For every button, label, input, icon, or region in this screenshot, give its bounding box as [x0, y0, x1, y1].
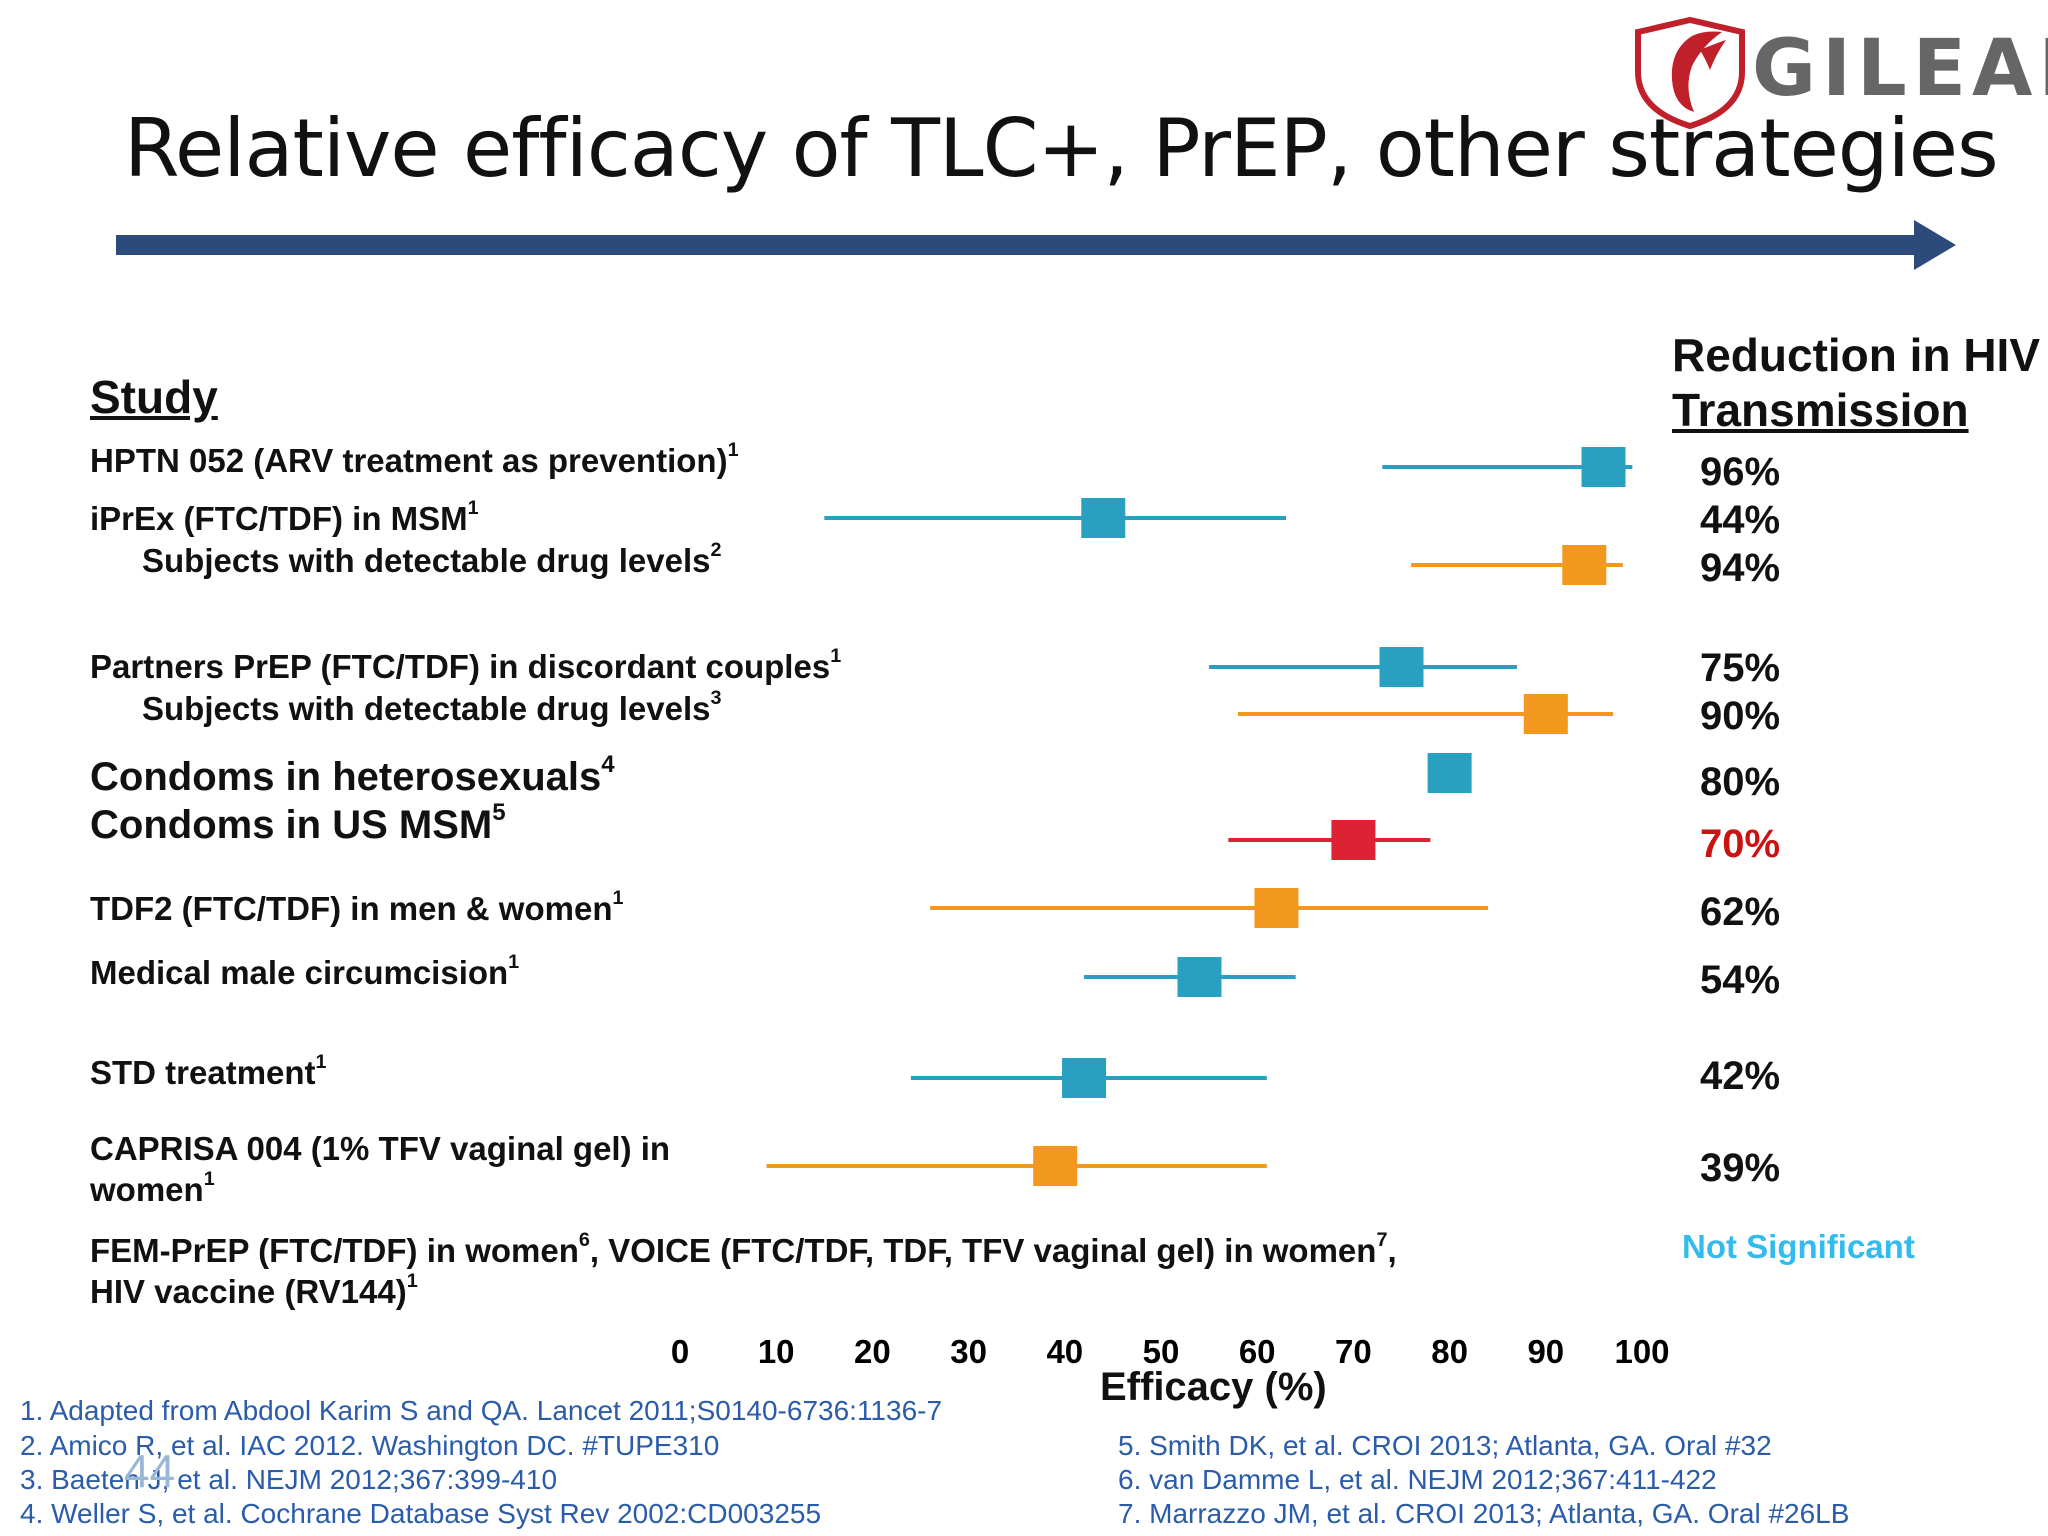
- point-estimate-marker: [1254, 888, 1299, 928]
- reduction-value: 62%: [1700, 890, 1781, 934]
- x-tick-label: 60: [1239, 1333, 1276, 1370]
- reduction-value: 90%: [1700, 694, 1781, 738]
- study-label: CAPRISA 004 (1% TFV vaginal gel) in women…: [90, 1130, 671, 1209]
- reduction-header-line1: Reduction in HIV: [1672, 329, 2040, 381]
- point-estimate-marker: [1379, 647, 1424, 687]
- point-estimate-marker: [1033, 1146, 1078, 1186]
- not-significant-label: Not Significant: [1682, 1228, 1915, 1265]
- x-tick-label: 0: [671, 1333, 689, 1370]
- reference-item: 6. van Damme L, et al. NEJM 2012;367:411…: [1118, 1464, 1717, 1495]
- point-estimate-marker: [1427, 753, 1472, 793]
- slide-number: 44: [124, 1445, 176, 1497]
- x-tick-label: 70: [1335, 1333, 1372, 1370]
- x-tick-label: 80: [1431, 1333, 1468, 1370]
- point-estimate-marker: [1562, 545, 1607, 585]
- point-estimate-marker: [1523, 694, 1568, 734]
- study-label: Medical male circumcision1: [90, 951, 520, 991]
- study-label: HPTN 052 (ARV treatment as prevention)1: [90, 439, 739, 479]
- study-label: Subjects with detectable drug levels2: [142, 539, 722, 579]
- x-axis-label: Efficacy (%): [1100, 1365, 1327, 1409]
- point-estimate-marker: [1581, 447, 1626, 487]
- not-significant-studies: FEM-PrEP (FTC/TDF) in women6, VOICE (FTC…: [90, 1229, 1397, 1311]
- reduction-value: 44%: [1700, 498, 1781, 542]
- reference-item: 4. Weller S, et al. Cochrane Database Sy…: [20, 1498, 822, 1529]
- study-label: Partners PrEP (FTC/TDF) in discordant co…: [90, 645, 842, 685]
- point-estimate-marker: [1062, 1058, 1107, 1098]
- study-label: Subjects with detectable drug levels3: [142, 687, 722, 727]
- reduction-value: 39%: [1700, 1146, 1781, 1190]
- header-arrow: [116, 220, 1956, 270]
- reduction-value: 75%: [1700, 646, 1781, 690]
- reduction-header-line2: Transmission: [1672, 384, 1969, 436]
- reduction-value: 96%: [1700, 450, 1781, 494]
- point-estimate-marker: [1177, 957, 1222, 997]
- point-estimate-marker: [1081, 498, 1126, 538]
- study-column-header: Study: [90, 371, 218, 423]
- reduction-value-highlight: 70%: [1700, 822, 1781, 866]
- reference-item: 1. Adapted from Abdool Karim S and QA. L…: [20, 1395, 943, 1426]
- reduction-value: 54%: [1700, 958, 1781, 1002]
- x-tick-label: 20: [854, 1333, 891, 1370]
- study-label: TDF2 (FTC/TDF) in men & women1: [90, 887, 624, 927]
- study-label: Condoms in US MSM5: [90, 799, 506, 847]
- x-tick-label: 100: [1614, 1333, 1669, 1370]
- reference-item: 2. Amico R, et al. IAC 2012. Washington …: [20, 1430, 720, 1461]
- reference-item: 7. Marrazzo JM, et al. CROI 2013; Atlant…: [1118, 1498, 1850, 1529]
- study-label: STD treatment1: [90, 1051, 327, 1091]
- x-tick-label: 30: [950, 1333, 987, 1370]
- study-label: iPrEx (FTC/TDF) in MSM1: [90, 497, 479, 537]
- study-label: Condoms in heterosexuals4: [90, 751, 615, 799]
- reduction-value: 42%: [1700, 1054, 1781, 1098]
- logo-text: GILEAD: [1752, 24, 2048, 114]
- x-tick-label: 10: [758, 1333, 795, 1370]
- gilead-shield-icon: [1635, 16, 1745, 130]
- reduction-value: 80%: [1700, 760, 1781, 804]
- gilead-logo: GILEAD: [1630, 10, 2048, 130]
- x-tick-label: 90: [1527, 1333, 1564, 1370]
- point-estimate-marker: [1331, 820, 1376, 860]
- reference-item: 5. Smith DK, et al. CROI 2013; Atlanta, …: [1118, 1430, 1772, 1461]
- x-tick-label: 50: [1143, 1333, 1180, 1370]
- reduction-value: 94%: [1700, 546, 1781, 590]
- reference-item: 3. Baeten J, et al. NEJM 2012;367:399-41…: [20, 1464, 558, 1495]
- x-tick-label: 40: [1046, 1333, 1083, 1370]
